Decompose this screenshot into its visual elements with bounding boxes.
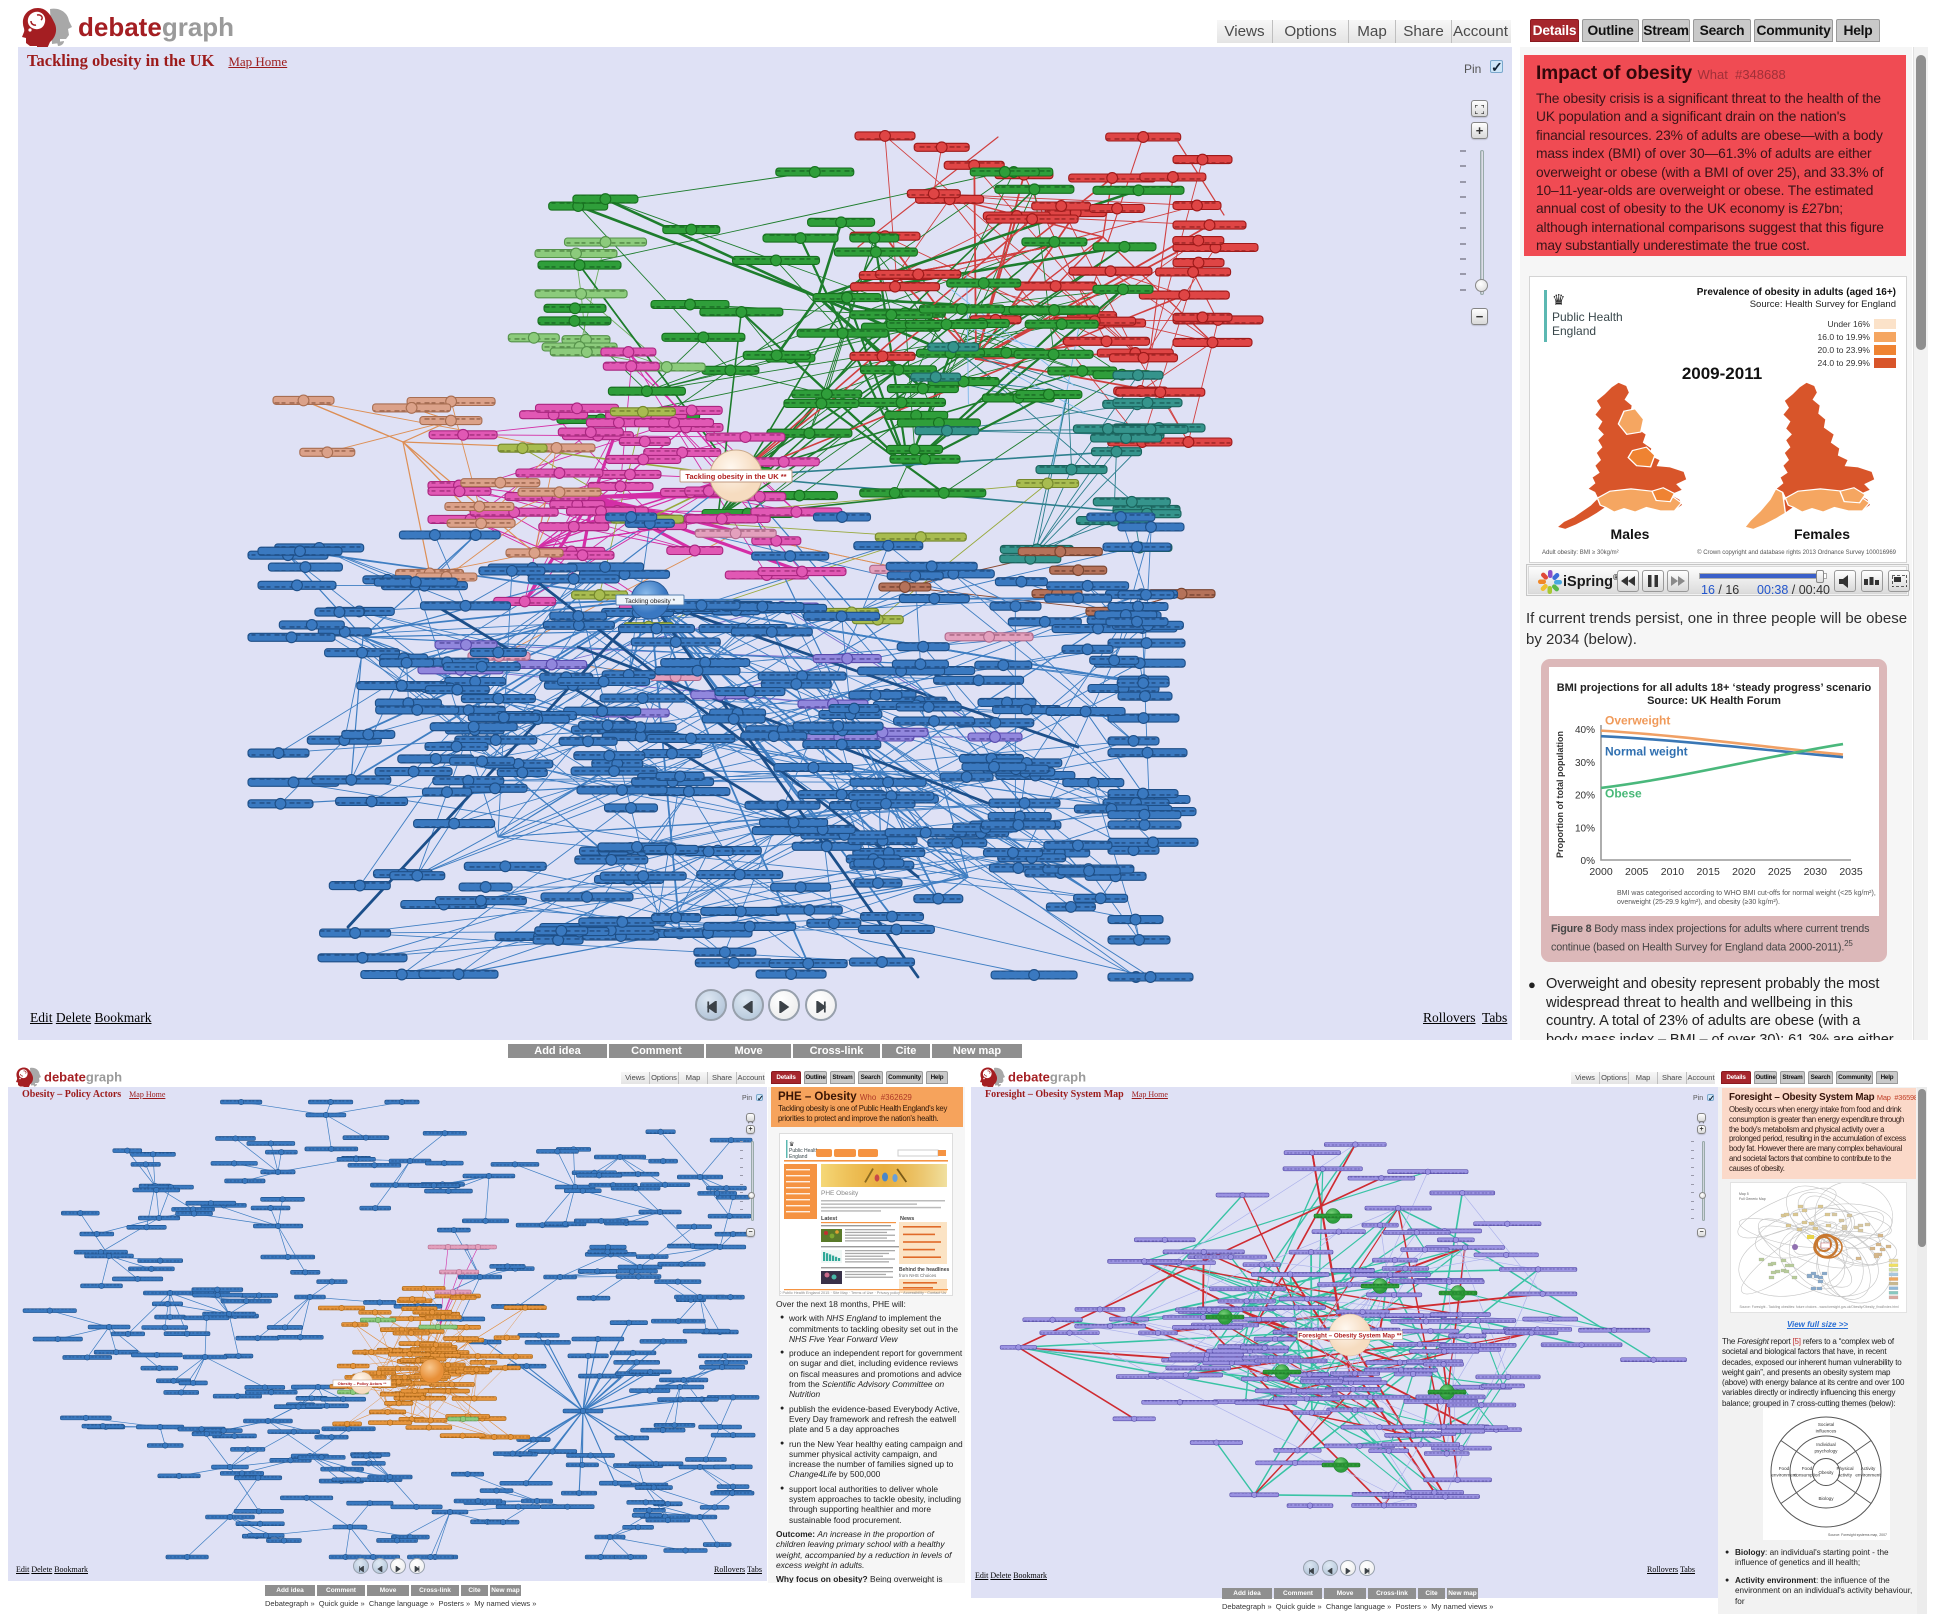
svg-text:from NHS Choices: from NHS Choices (899, 1273, 937, 1278)
svg-text:PHE Obesity: PHE Obesity (821, 1190, 859, 1197)
svg-text:debategraph: debategraph (78, 12, 234, 42)
svg-text:2015: 2015 (1696, 866, 1720, 878)
svg-text:20%: 20% (1575, 791, 1595, 802)
svg-text:Source: Foresight - Tackling o: Source: Foresight - Tackling obesities: … (1739, 1305, 1898, 1309)
svg-text:activity: activity (1838, 1473, 1853, 1478)
svg-text:Under 16%: Under 16% (1827, 319, 1870, 329)
svg-text:0%: 0% (1581, 856, 1596, 867)
svg-text:2020: 2020 (1732, 866, 1756, 878)
svg-text:♛: ♛ (789, 1141, 794, 1148)
svg-text:Map 5: Map 5 (1739, 1192, 1749, 1196)
svg-text:2035: 2035 (1839, 866, 1863, 878)
svg-text:Foresight – Obesity System Map: Foresight – Obesity System Map ** (1298, 1333, 1402, 1340)
svg-text:© Public Health England 2015 ·: © Public Health England 2015 · Site Map … (780, 1291, 946, 1295)
svg-text:2000: 2000 (1589, 866, 1613, 878)
svg-text:20.0 to 23.9%: 20.0 to 23.9% (1818, 345, 1871, 355)
svg-text:England: England (789, 1154, 808, 1160)
svg-text:2009-2011: 2009-2011 (1682, 364, 1762, 383)
svg-text:Overweight: Overweight (1605, 714, 1670, 728)
svg-text:16.0 to 19.9%: 16.0 to 19.9% (1818, 332, 1871, 342)
svg-text:Public Health: Public Health (789, 1148, 819, 1154)
svg-text:2025: 2025 (1768, 866, 1792, 878)
svg-text:Obese: Obese (1605, 787, 1642, 801)
svg-text:psychology: psychology (1815, 1449, 1839, 1454)
svg-text:Tackling obesity in the UK **: Tackling obesity in the UK ** (685, 472, 786, 481)
svg-text:Food: Food (1802, 1466, 1813, 1471)
svg-text:overweight (25-29.9 kg/m²), an: overweight (25-29.9 kg/m²), and obesity … (1617, 899, 1780, 906)
svg-text:2010: 2010 (1661, 866, 1685, 878)
svg-text:Proportion of total population: Proportion of total population (1555, 731, 1565, 858)
svg-text:Obesity: Obesity (1819, 1470, 1835, 1475)
svg-text:30%: 30% (1575, 758, 1595, 769)
svg-text:© Crown copyright and database: © Crown copyright and database rights 20… (1697, 549, 1897, 556)
svg-text:Males: Males (1611, 526, 1650, 542)
svg-text:Tackling obesity *: Tackling obesity * (625, 598, 676, 605)
svg-text:BMI projections for all adults: BMI projections for all adults 18+ ‘stea… (1557, 682, 1872, 694)
svg-text:Individual: Individual (1816, 1442, 1835, 1447)
svg-text:10%: 10% (1575, 823, 1595, 834)
svg-text:2005: 2005 (1625, 866, 1649, 878)
svg-text:environment: environment (1855, 1473, 1881, 1478)
svg-text:Obesity – Policy Actors **: Obesity – Policy Actors ** (338, 1381, 387, 1386)
svg-text:Full Generic Map: Full Generic Map (1739, 1197, 1766, 1201)
svg-text:environment: environment (1771, 1473, 1797, 1478)
svg-text:Source: UK Health Forum: Source: UK Health Forum (1647, 695, 1781, 707)
svg-text:debategraph: debategraph (1008, 1070, 1086, 1085)
svg-text:Source: Foresight systems map,: Source: Foresight systems map, 2007 (1828, 1533, 1887, 1537)
svg-text:Physical: Physical (1836, 1466, 1853, 1471)
svg-text:♛: ♛ (1552, 292, 1565, 309)
svg-text:debategraph: debategraph (44, 1070, 122, 1085)
svg-text:Source: Health Survey for Engl: Source: Health Survey for England (1750, 299, 1896, 310)
svg-text:Latest: Latest (821, 1216, 837, 1222)
svg-text:News: News (900, 1216, 914, 1222)
svg-text:Behind the headlines: Behind the headlines (899, 1267, 950, 1273)
svg-text:Prevalence of obesity in adult: Prevalence of obesity in adults (aged 16… (1697, 287, 1896, 298)
svg-text:24.0 to 29.9%: 24.0 to 29.9% (1818, 358, 1871, 368)
svg-text:Normal weight: Normal weight (1605, 744, 1688, 758)
svg-text:BMI was categorised according: BMI was categorised according to WHO BMI… (1617, 890, 1876, 897)
svg-text:40%: 40% (1575, 725, 1595, 736)
svg-text:Food: Food (1779, 1466, 1790, 1471)
svg-text:Females: Females (1794, 526, 1850, 542)
svg-text:influences: influences (1816, 1429, 1837, 1434)
svg-text:Adult obesity: BMI ≥ 30kg/m²: Adult obesity: BMI ≥ 30kg/m² (1542, 550, 1619, 556)
svg-text:2030: 2030 (1804, 866, 1828, 878)
svg-text:Biology: Biology (1818, 1496, 1834, 1501)
svg-text:England: England (1552, 324, 1596, 338)
svg-text:Activity: Activity (1861, 1466, 1876, 1471)
svg-text:Public Health: Public Health (1552, 310, 1623, 324)
svg-text:consumption: consumption (1794, 1473, 1820, 1478)
svg-text:Societal: Societal (1818, 1422, 1834, 1427)
